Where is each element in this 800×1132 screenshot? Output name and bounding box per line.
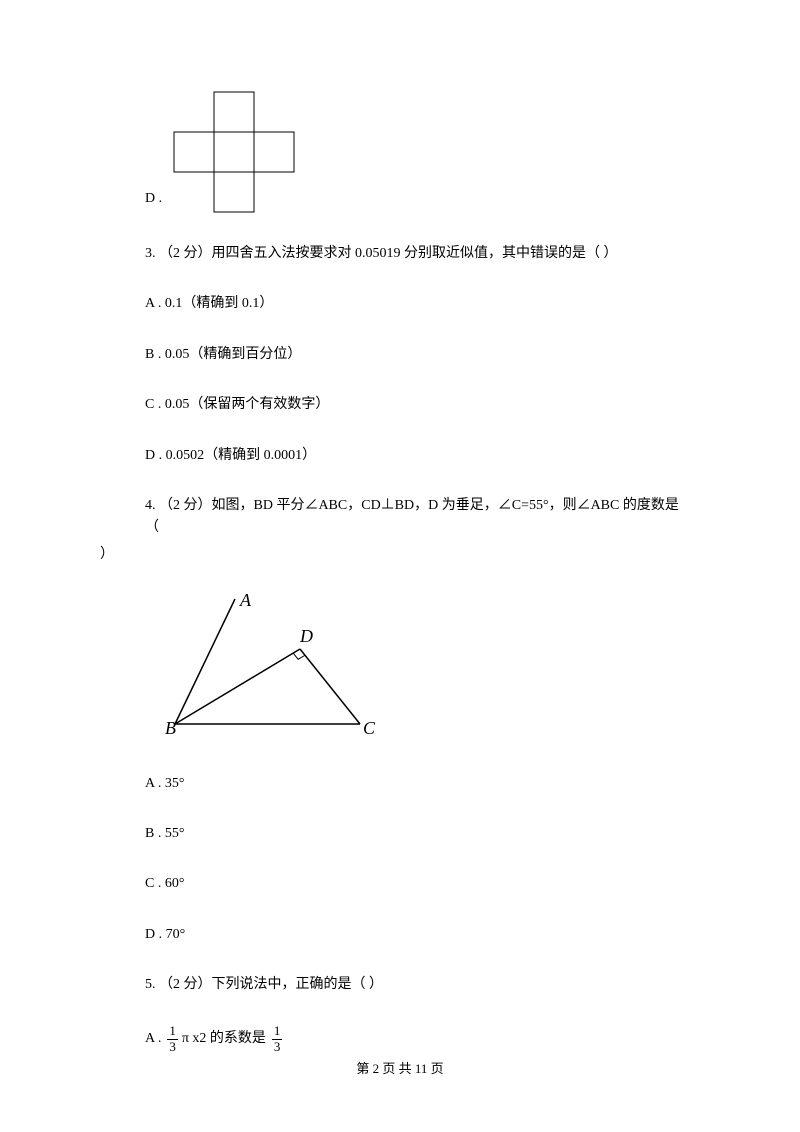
frac1-denominator: 3 xyxy=(167,1040,178,1054)
option-d-with-figure: D . xyxy=(145,90,685,215)
q4-option-d: D . 70° xyxy=(145,924,685,946)
svg-text:A: A xyxy=(239,594,252,610)
angle-diagram: A D B C xyxy=(165,594,385,744)
question-5-text: 5. （2 分）下列说法中，正确的是（ ） xyxy=(145,974,685,996)
svg-text:B: B xyxy=(165,718,176,738)
angle-diagram-container: A D B C xyxy=(165,594,685,752)
fraction-2: 1 3 xyxy=(272,1024,283,1054)
svg-text:D: D xyxy=(299,626,313,646)
q3-option-c: C . 0.05（保留两个有效数字） xyxy=(145,394,685,416)
question-4-text: 4. （2 分）如图，BD 平分∠ABC，CD⊥BD，D 为垂足，∠C=55°，… xyxy=(145,495,685,540)
q4-option-a: A . 35° xyxy=(145,773,685,795)
q5-a-mid: π x2 的系数是 xyxy=(182,1028,266,1050)
question-4-paren: ） xyxy=(100,544,685,566)
q5-option-a: A . 1 3 π x2 的系数是 1 3 xyxy=(145,1024,685,1054)
cube-net-figure xyxy=(172,90,297,215)
q4-option-b: B . 55° xyxy=(145,823,685,845)
q3-option-d: D . 0.0502（精确到 0.0001） xyxy=(145,445,685,467)
page-content: D . 3. （2 分）用四舍五入法按要求对 0.05019 分别取近似值，其中… xyxy=(0,0,800,1054)
option-d-label: D . xyxy=(145,188,162,215)
fraction-1: 1 3 xyxy=(167,1024,178,1054)
svg-text:C: C xyxy=(363,718,376,738)
frac1-numerator: 1 xyxy=(167,1024,178,1039)
page-footer: 第 2 页 共 11 页 xyxy=(0,1058,800,1077)
question-3-text: 3. （2 分）用四舍五入法按要求对 0.05019 分别取近似值，其中错误的是… xyxy=(145,243,685,265)
q4-option-c: C . 60° xyxy=(145,873,685,895)
q3-option-b: B . 0.05（精确到百分位） xyxy=(145,344,685,366)
frac2-numerator: 1 xyxy=(272,1024,283,1039)
frac2-denominator: 3 xyxy=(272,1040,283,1054)
q3-option-a: A . 0.1（精确到 0.1） xyxy=(145,293,685,315)
q5-a-prefix: A . xyxy=(145,1028,161,1050)
